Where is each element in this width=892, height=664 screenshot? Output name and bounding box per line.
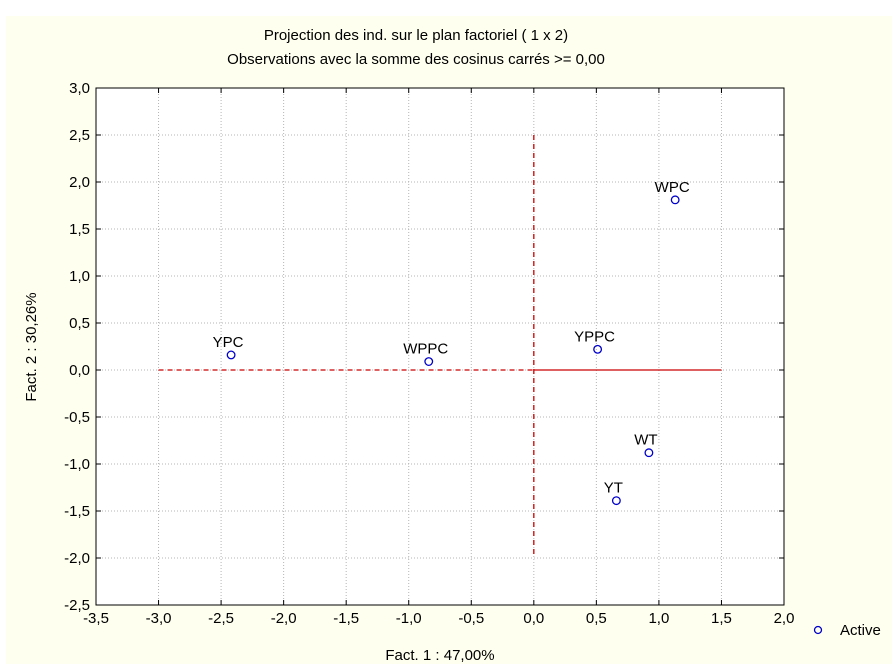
chart-panel: Projection des ind. sur le plan factorie… bbox=[6, 16, 892, 664]
y-tick-label: 0,0 bbox=[69, 362, 90, 379]
x-tick-label: 1,0 bbox=[648, 610, 669, 627]
y-tick-label: 3,0 bbox=[69, 80, 90, 97]
plot-border bbox=[95, 87, 785, 606]
x-tick-label: 0,5 bbox=[586, 610, 607, 627]
y-tick-label: -2,5 bbox=[64, 597, 90, 614]
x-tick-label: -1,5 bbox=[333, 610, 359, 627]
data-point bbox=[670, 195, 680, 205]
data-point bbox=[424, 357, 434, 366]
y-tick-label: -1,0 bbox=[64, 456, 90, 473]
data-point-label: WPC bbox=[655, 179, 690, 196]
data-point-label: YPC bbox=[213, 334, 244, 351]
y-tick-label: 1,0 bbox=[69, 268, 90, 285]
y-axis-title: Fact. 2 : 30,26% bbox=[23, 292, 40, 401]
y-tick-label: 0,5 bbox=[69, 315, 90, 332]
data-point bbox=[226, 350, 236, 360]
x-tick-label: 2,0 bbox=[774, 610, 795, 627]
y-tick-label: 2,0 bbox=[69, 174, 90, 191]
y-tick-label: 2,5 bbox=[69, 127, 90, 144]
chart-subtitle: Observations avec la somme des cosinus c… bbox=[227, 51, 605, 68]
y-axis-ticks: 3,0 2,5 2,0 1,5 1,0 0,5 0,0 -0,5 -1,0 -1,5 -2,0 -2,… bbox=[64, 80, 784, 614]
data-point bbox=[644, 448, 654, 458]
data-point bbox=[611, 496, 621, 506]
data-points: WPC YPC WPPC YPPC WT YT bbox=[213, 179, 690, 506]
x-tick-label: -1,0 bbox=[396, 610, 422, 627]
x-tick-label: -2,5 bbox=[208, 610, 234, 627]
data-point-label: WPPC bbox=[403, 341, 448, 358]
y-tick-label: -1,5 bbox=[64, 503, 90, 520]
x-tick-label: -2,0 bbox=[271, 610, 297, 627]
reference-lines bbox=[158, 135, 722, 558]
y-tick-label: -0,5 bbox=[64, 409, 90, 426]
x-tick-label: 0,0 bbox=[523, 610, 544, 627]
x-axis-ticks: -3,5 -3,0 -2,5 -2,0 -1,5 -1,0 -0,5 0,0 0,5 1,0 1,5… bbox=[83, 88, 794, 627]
x-tick-label: -3,5 bbox=[83, 610, 109, 627]
x-tick-label: -0,5 bbox=[458, 610, 484, 627]
x-tick-label: 1,5 bbox=[711, 610, 732, 627]
x-axis-title: Fact. 1 : 47,00% bbox=[385, 647, 494, 664]
data-point-label: YPPC bbox=[574, 328, 615, 345]
plot-area bbox=[96, 88, 784, 605]
x-tick-label: -3,0 bbox=[146, 610, 172, 627]
scatter-chart: Projection des ind. sur le plan factorie… bbox=[23, 27, 881, 664]
chart-title: Projection des ind. sur le plan factorie… bbox=[264, 27, 568, 44]
y-tick-label: -2,0 bbox=[64, 550, 90, 567]
y-tick-label: 1,5 bbox=[69, 221, 90, 238]
data-point-label: YT bbox=[604, 480, 623, 497]
data-point-label: WT bbox=[634, 432, 657, 449]
legend-label: Active bbox=[840, 622, 881, 639]
legend-marker bbox=[813, 625, 823, 635]
data-point bbox=[593, 344, 603, 354]
